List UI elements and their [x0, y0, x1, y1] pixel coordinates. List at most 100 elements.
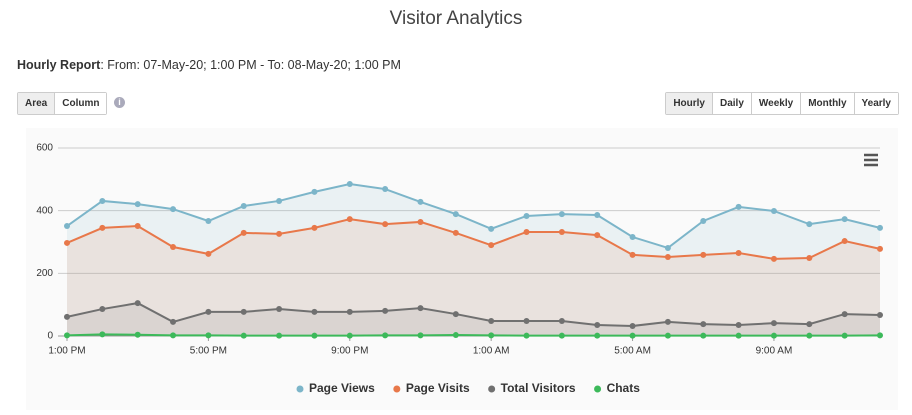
series-line — [66, 302, 881, 327]
button[interactable]: Weekly — [751, 93, 802, 114]
point — [452, 229, 459, 236]
point — [700, 321, 707, 328]
point — [170, 206, 177, 213]
point — [276, 306, 283, 313]
point — [311, 308, 318, 315]
report-label: Hourly Report — [17, 58, 101, 72]
point — [877, 332, 883, 339]
series-line — [66, 218, 881, 260]
point — [452, 311, 459, 318]
point — [735, 203, 742, 210]
point — [170, 318, 177, 325]
point — [170, 332, 177, 339]
point — [841, 332, 848, 339]
point — [346, 216, 353, 223]
legend-item[interactable]: Page Views — [296, 381, 376, 395]
area-fill — [67, 184, 880, 336]
point — [417, 218, 424, 225]
point — [558, 317, 565, 324]
menu-icon[interactable] — [864, 153, 878, 167]
point — [700, 218, 707, 225]
point — [841, 238, 848, 245]
point — [735, 332, 742, 339]
button[interactable]: Daily — [712, 93, 752, 114]
point — [64, 223, 70, 230]
point — [806, 332, 813, 339]
point — [523, 317, 530, 324]
legend-label: Page Views — [309, 381, 375, 395]
point — [841, 216, 848, 223]
point — [735, 249, 742, 256]
point — [382, 221, 389, 228]
point — [629, 251, 636, 258]
point — [700, 251, 707, 258]
point — [806, 254, 813, 261]
legend-label: Chats — [607, 381, 641, 395]
point — [382, 307, 389, 314]
point — [99, 197, 106, 204]
y-tick-label: 0 — [47, 331, 53, 342]
series-line — [66, 333, 881, 337]
legend-item[interactable]: Total Visitors — [488, 381, 576, 395]
info-icon[interactable]: i — [114, 97, 125, 108]
x-tick-label: 1:00 PM — [48, 346, 85, 357]
point — [523, 228, 530, 235]
point — [488, 332, 495, 339]
point — [664, 244, 671, 251]
page-title: Visitor Analytics — [389, 8, 523, 29]
point — [99, 331, 106, 338]
chart-panel — [26, 128, 898, 410]
point — [488, 242, 495, 249]
button[interactable]: Area — [18, 93, 56, 114]
point — [170, 244, 177, 251]
point — [806, 221, 813, 228]
button[interactable]: Hourly — [666, 93, 713, 114]
y-tick-label: 400 — [36, 205, 53, 216]
point — [134, 223, 141, 230]
x-tick-label: 5:00 PM — [190, 346, 227, 357]
point — [523, 332, 530, 339]
point — [276, 230, 283, 237]
legend-item[interactable]: Chats — [594, 381, 640, 395]
button[interactable]: Column — [55, 93, 107, 114]
legend-label: Total Visitors — [501, 381, 576, 395]
point — [558, 228, 565, 235]
report-range: : From: 07-May-20; 1:00 PM - To: 08-May-… — [100, 58, 401, 72]
point — [629, 332, 636, 339]
point — [240, 332, 247, 339]
point — [276, 197, 283, 204]
button[interactable]: Yearly — [854, 93, 898, 114]
point — [558, 211, 565, 218]
point — [594, 332, 601, 339]
point — [770, 255, 777, 262]
point — [629, 322, 636, 329]
point — [523, 212, 530, 219]
x-tick-label: 9:00 PM — [331, 346, 368, 357]
point — [64, 332, 70, 339]
point — [417, 198, 424, 205]
point — [99, 224, 106, 231]
point — [205, 332, 212, 339]
x-tick-label: 9:00 AM — [756, 346, 793, 357]
point — [770, 207, 777, 214]
series-line — [66, 183, 881, 250]
point — [240, 308, 247, 315]
point — [205, 308, 212, 315]
point — [205, 218, 212, 225]
point — [311, 224, 318, 231]
legend-item[interactable]: Page Visits — [393, 381, 470, 395]
point — [346, 308, 353, 315]
legend-swatch — [296, 385, 304, 393]
y-tick-label: 200 — [36, 268, 53, 279]
point — [240, 202, 247, 209]
point — [700, 332, 707, 339]
button[interactable]: Monthly — [801, 93, 855, 114]
point — [346, 332, 353, 339]
point — [770, 332, 777, 339]
chart-type-group: Area Column — [17, 92, 108, 115]
x-tick-label: 1:00 AM — [473, 346, 510, 357]
point — [488, 225, 495, 232]
point — [594, 232, 601, 239]
point — [452, 211, 459, 218]
report-line: Hourly Report: From: 07-May-20; 1:00 PM … — [17, 58, 401, 72]
